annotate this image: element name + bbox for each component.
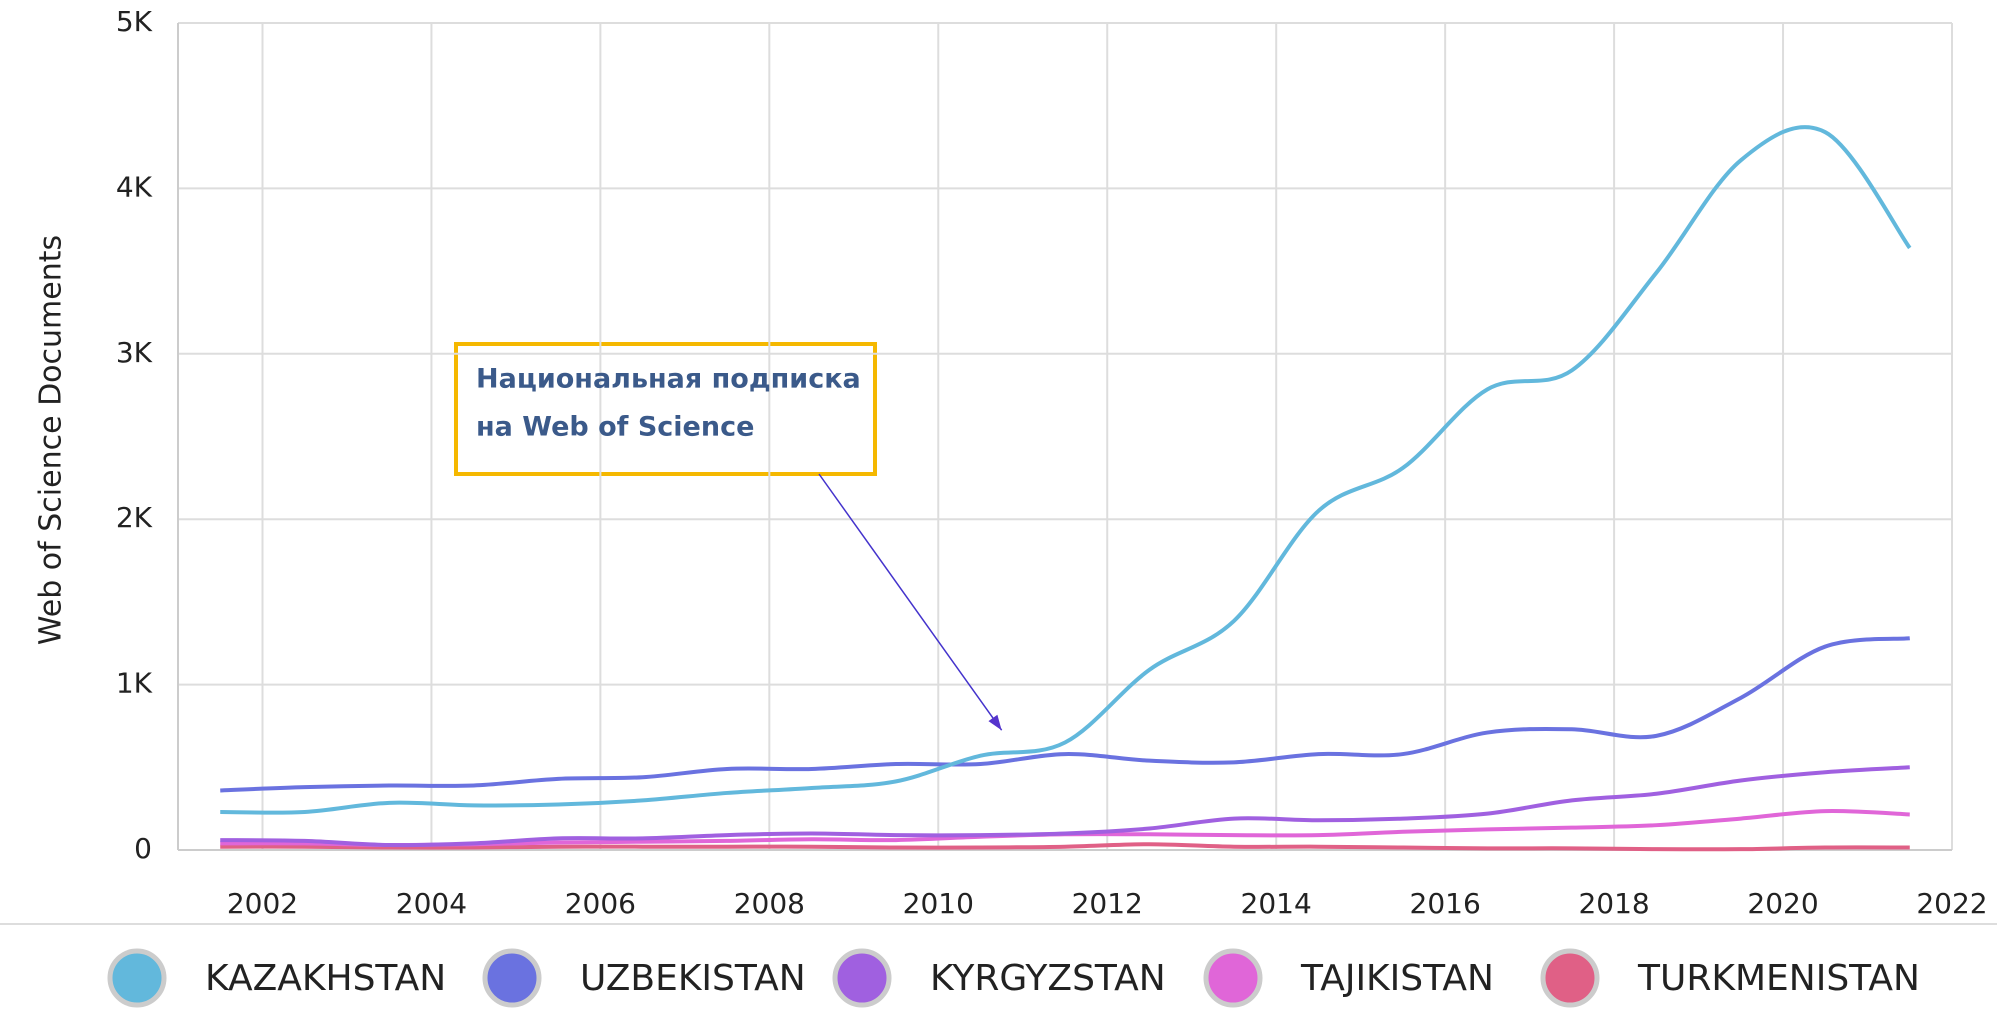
annotation-arrow — [818, 473, 1003, 731]
y-tick-label: 0 — [134, 832, 152, 865]
legend-swatch[interactable] — [107, 948, 167, 1008]
y-tick-label: 1K — [116, 667, 153, 700]
x-tick-label: 2020 — [1747, 887, 1818, 920]
y-tick-label: 3K — [116, 336, 153, 369]
x-tick-label: 2022 — [1916, 887, 1987, 920]
x-tick-label: 2016 — [1410, 887, 1481, 920]
y-tick-label: 2K — [116, 501, 153, 534]
legend-swatch[interactable] — [1203, 948, 1263, 1008]
x-tick-label: 2006 — [565, 887, 636, 920]
x-tick-label: 2014 — [1241, 887, 1312, 920]
y-tick-label: 5K — [116, 5, 153, 38]
legend-label[interactable]: TAJIKISTAN — [1300, 958, 1494, 999]
legend-label[interactable]: KYRGYZSTAN — [930, 958, 1166, 999]
legend-label[interactable]: TURKMENISTAN — [1637, 958, 1920, 999]
x-tick-label: 2018 — [1578, 887, 1649, 920]
series-line — [220, 809, 1910, 848]
annotation-text: на Web of Science — [476, 412, 754, 443]
legend-label[interactable]: KAZAKHSTAN — [205, 958, 446, 999]
x-tick-label: 2010 — [903, 887, 974, 920]
x-tick-label: 2012 — [1072, 887, 1143, 920]
legend-swatch[interactable] — [1540, 948, 1600, 1008]
legend-swatch[interactable] — [832, 948, 892, 1008]
legend-label[interactable]: UZBEKISTAN — [580, 958, 806, 999]
series-line — [220, 125, 1912, 815]
x-tick-label: 2004 — [396, 887, 467, 920]
series-line — [220, 636, 1910, 793]
y-tick-label: 4K — [116, 170, 153, 203]
annotation-text: Национальная подписка — [476, 364, 861, 395]
legend-swatch[interactable] — [482, 948, 542, 1008]
y-axis-title: Web of Science Documents — [34, 235, 69, 645]
series-line — [220, 842, 1910, 852]
annotation-arrowhead — [988, 714, 1002, 731]
annotation-box — [454, 342, 877, 476]
x-tick-label: 2008 — [734, 887, 805, 920]
series-line — [220, 765, 1910, 848]
x-tick-label: 2002 — [227, 887, 298, 920]
